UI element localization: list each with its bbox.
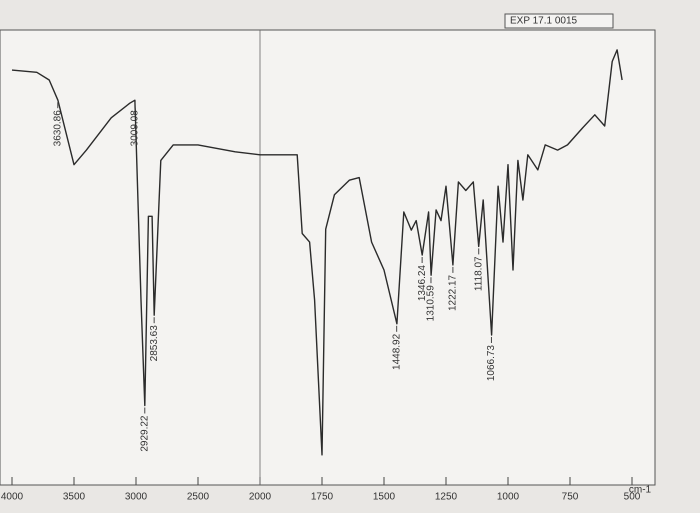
x-tick-label: 4000 [1, 492, 24, 503]
x-tick-label: 3000 [125, 492, 148, 503]
x-tick-label: 3500 [63, 492, 86, 503]
peak-label: 2853.63 [149, 325, 160, 362]
peak-label: 1066.73 [486, 345, 497, 382]
x-axis-label: cm-1 [629, 485, 652, 496]
spectrum-line [11, 49, 623, 456]
x-tick-label: 2000 [249, 492, 272, 503]
x-tick-label: 1750 [311, 492, 334, 503]
peak-label: 3009.08 [130, 110, 141, 147]
x-tick-label: 1000 [497, 492, 520, 503]
peak-label: 1118.07 [473, 256, 484, 291]
peak-label: 3630.86 [52, 110, 63, 147]
peak-label: 1346.24 [417, 265, 428, 302]
peak-label: 1448.92 [391, 333, 402, 370]
peak-label: 2929.22 [139, 415, 150, 452]
chart-title: EXP 17.1 0015 [510, 16, 578, 27]
peak-label: 1310.59 [426, 285, 437, 322]
peak-label: 1222.17 [448, 274, 459, 311]
x-tick-label: 1500 [373, 492, 396, 503]
x-tick-label: 1250 [435, 492, 458, 503]
x-tick-label: 500 [624, 492, 641, 503]
x-tick-label: 750 [562, 492, 579, 503]
plot-frame [0, 29, 656, 486]
x-tick-label: 2500 [187, 492, 210, 503]
title-box [504, 13, 614, 29]
